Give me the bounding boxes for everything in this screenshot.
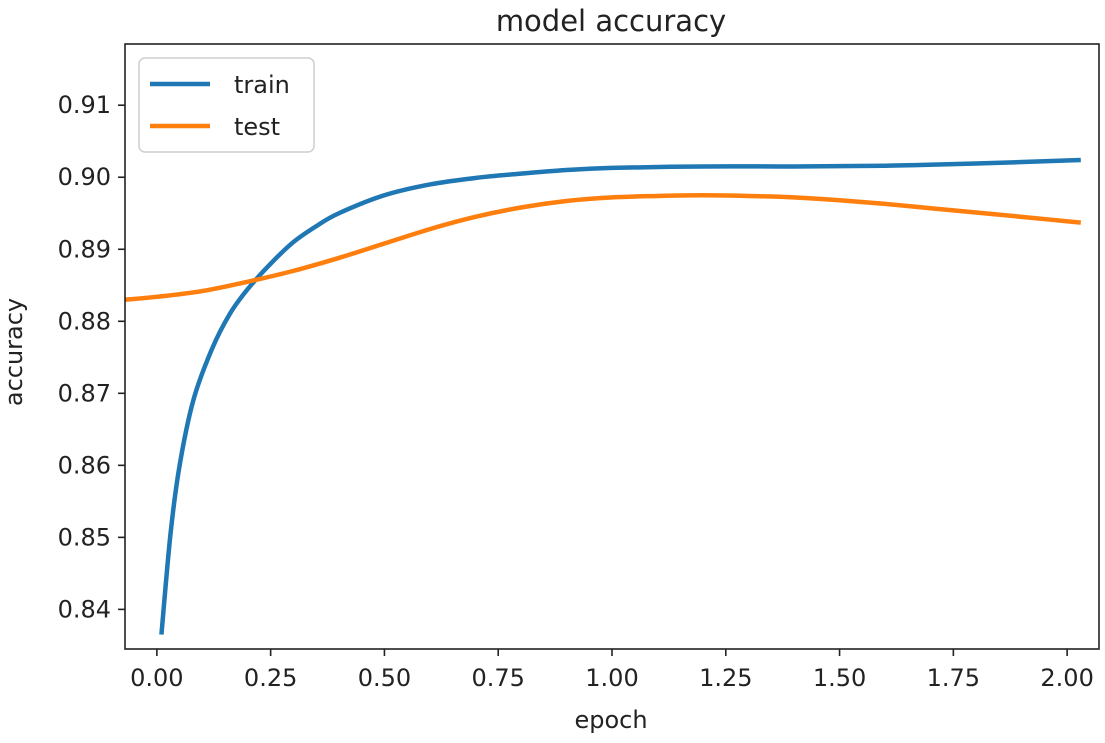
y-tick-label: 0.84 [58,595,111,623]
y-tick-label: 0.86 [58,451,111,479]
x-tick-label: 1.00 [585,664,638,692]
x-tick-label: 1.50 [813,664,866,692]
x-tick-label: 0.00 [130,664,183,692]
legend-label-train: train [234,71,290,99]
plot-area: 0.00 0.25 0.50 0.75 1.00 1.25 1.50 1.75 2.00 0.84… [58,43,1100,692]
x-tick-label: 0.50 [358,664,411,692]
x-axis-label: epoch [574,706,647,734]
y-tick-label: 0.88 [58,307,111,335]
legend: train test [138,57,315,153]
y-tick-label: 0.90 [58,163,111,191]
x-tick-label: 1.75 [927,664,980,692]
series-line-test [125,193,1082,302]
legend-label-test: test [234,113,280,141]
y-tick-label: 0.85 [58,523,111,551]
y-tick-label: 0.89 [58,235,111,263]
x-tick-label: 1.25 [699,664,752,692]
x-tick-label: 0.75 [471,664,524,692]
x-tick-label: 0.25 [244,664,297,692]
x-tick-label: 2.00 [1040,664,1093,692]
y-tick-label: 0.87 [58,379,111,407]
series-line-train [159,157,1081,635]
y-axis-label: accuracy [0,298,28,406]
chart-title: model accuracy [496,4,726,38]
legend-box [138,57,315,153]
y-tick-label: 0.91 [58,91,111,119]
